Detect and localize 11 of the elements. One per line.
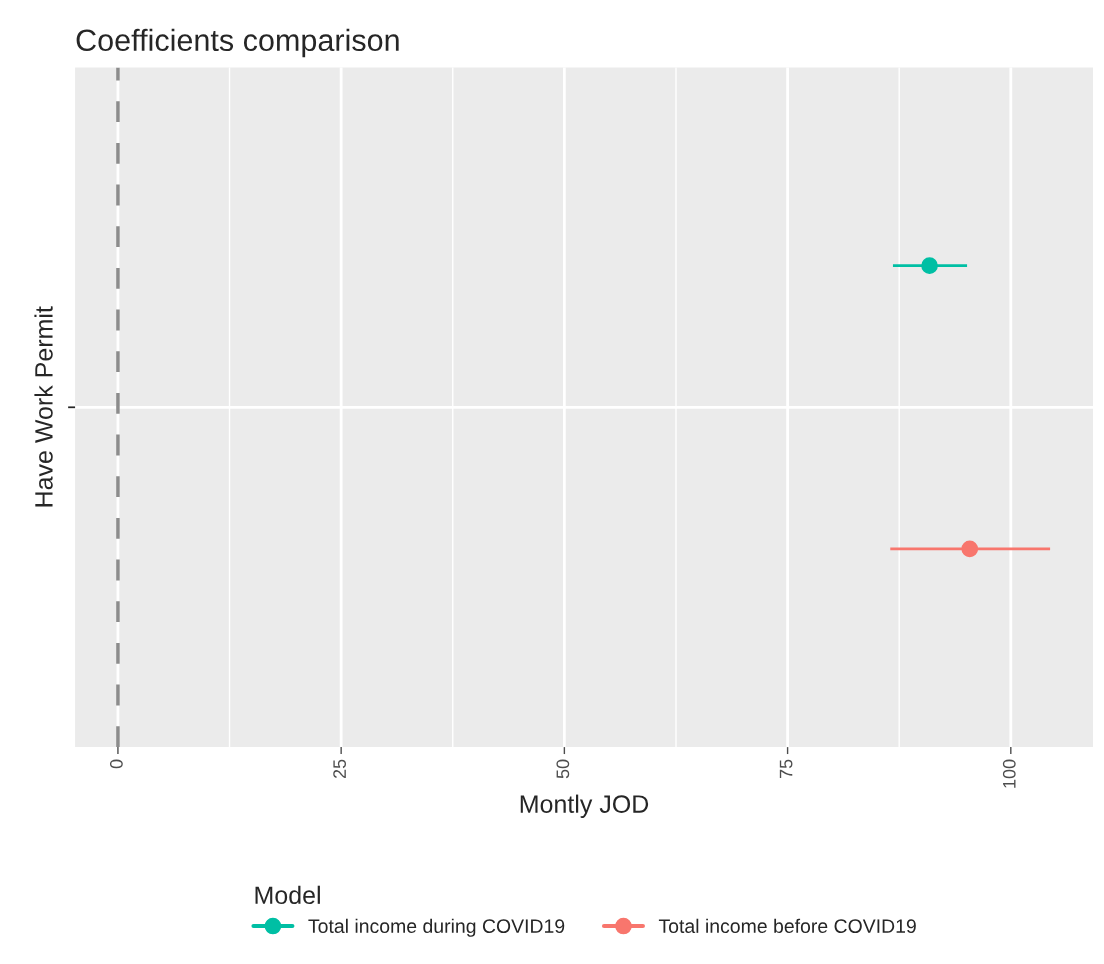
x-tick-label: 50	[556, 759, 570, 779]
legend-label: Total income before COVID19	[658, 918, 916, 934]
x-tick-label: 0	[109, 759, 123, 769]
x-axis-title: Montly JOD	[520, 794, 649, 818]
y-axis-title: Have Work Permit	[34, 306, 53, 507]
x-tick-label: 100	[1002, 759, 1016, 788]
chart-title: Coefficients comparison	[76, 28, 399, 58]
x-tick-label: 25	[333, 759, 346, 779]
legend-title: Model	[255, 885, 320, 905]
x-tick-label: 75	[779, 759, 793, 779]
legend-label: Total income during COVID19	[308, 918, 565, 937]
